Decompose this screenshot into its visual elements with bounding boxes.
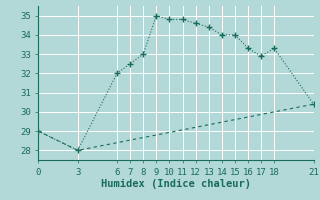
X-axis label: Humidex (Indice chaleur): Humidex (Indice chaleur)	[101, 179, 251, 189]
